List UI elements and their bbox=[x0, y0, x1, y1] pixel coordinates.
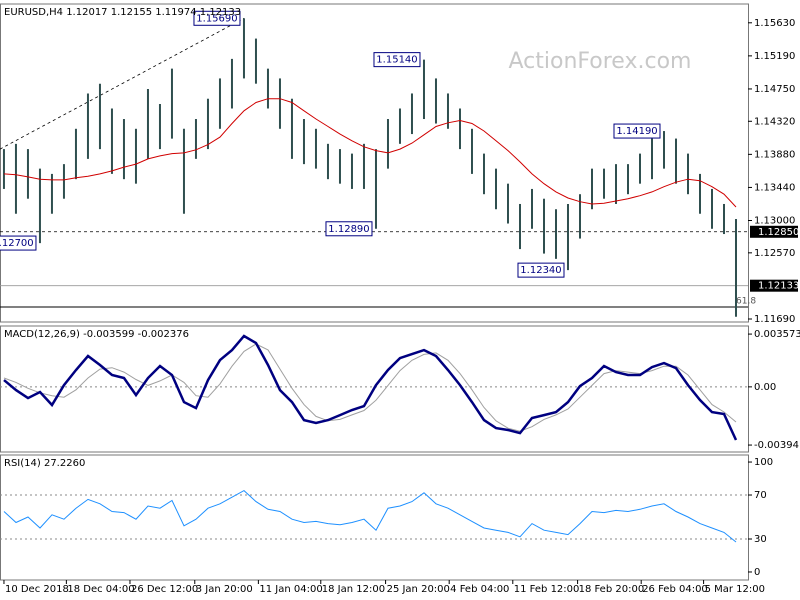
annotation-label: 1.12700 bbox=[0, 238, 34, 249]
y-tick-label: 1.15190 bbox=[754, 51, 795, 62]
y-tick-label: 70 bbox=[754, 490, 767, 501]
y-tick-label: 1.13440 bbox=[754, 182, 795, 193]
price-label-box bbox=[750, 279, 798, 292]
annotation-label: 1.12340 bbox=[520, 265, 561, 276]
y-tick-label: 1.15630 bbox=[754, 18, 795, 29]
x-tick-label: 5 Mar 12:00 bbox=[705, 584, 765, 595]
y-tick-label: 1.14750 bbox=[754, 84, 795, 95]
x-tick-label: 18 Jan 12:00 bbox=[322, 584, 385, 595]
price-label: 1.12850 bbox=[758, 227, 799, 238]
price-label-box bbox=[750, 225, 798, 238]
trend-line bbox=[0, 17, 245, 150]
annotation-label: 1.12890 bbox=[328, 224, 369, 235]
y-tick-label: 1.14320 bbox=[754, 116, 795, 127]
macd-line bbox=[3, 334, 738, 441]
watermark: ActionForex.com bbox=[509, 49, 692, 74]
x-tick-label: 10 Dec 2018 bbox=[5, 584, 69, 595]
annotation-box bbox=[613, 123, 661, 139]
price-label: 1.12133 bbox=[758, 281, 799, 292]
annotation-box bbox=[373, 52, 421, 68]
annotation-box bbox=[325, 221, 373, 237]
y-tick-label: 0.003573 bbox=[754, 329, 800, 340]
annotation-label: 1.14190 bbox=[616, 126, 657, 137]
panel-frame bbox=[0, 325, 749, 453]
x-tick-label: 18 Dec 04:00 bbox=[67, 584, 134, 595]
x-tick-label: 11 Jan 04:00 bbox=[259, 584, 322, 595]
y-tick-label: -0.00394 bbox=[754, 440, 799, 451]
panel-title: EURUSD,H4 1.12017 1.12155 1.11974 1.1213… bbox=[4, 7, 241, 18]
y-tick-label: 1.12570 bbox=[754, 248, 795, 259]
annotation-label: 1.15690 bbox=[196, 13, 237, 24]
panel-title: RSI(14) 27.2260 bbox=[4, 458, 85, 469]
x-tick-label: 11 Feb 12:00 bbox=[514, 584, 580, 595]
y-tick-label: 1.13880 bbox=[754, 149, 795, 160]
y-tick-label: 0.00 bbox=[754, 382, 776, 393]
y-tick-label: 30 bbox=[754, 534, 767, 545]
annotation-box bbox=[0, 235, 37, 251]
annotation-label: 1.15140 bbox=[376, 55, 417, 66]
x-tick-label: 4 Feb 04:00 bbox=[450, 584, 509, 595]
panel-title: MACD(12,26,9) -0.003599 -0.002376 bbox=[4, 329, 189, 340]
panel-frame bbox=[0, 454, 749, 581]
rsi-line bbox=[3, 489, 737, 543]
x-tick-label: 3 Jan 20:00 bbox=[196, 584, 253, 595]
panel-frame bbox=[0, 3, 749, 323]
fib-label: 61.8 bbox=[736, 296, 756, 306]
moving-average bbox=[3, 98, 737, 208]
signal-line bbox=[3, 343, 737, 432]
x-tick-label: 18 Feb 20:00 bbox=[579, 584, 645, 595]
x-tick-label: 26 Dec 12:00 bbox=[131, 584, 198, 595]
y-tick-label: 1.13000 bbox=[754, 216, 795, 227]
y-tick-label: 1.11690 bbox=[754, 314, 795, 325]
y-tick-label: 0 bbox=[754, 567, 760, 578]
x-tick-label: 26 Feb 04:00 bbox=[642, 584, 708, 595]
y-tick-label: 100 bbox=[754, 457, 773, 468]
annotation-box bbox=[193, 10, 241, 26]
annotation-box bbox=[517, 262, 565, 278]
x-tick-label: 25 Jan 20:00 bbox=[387, 584, 450, 595]
